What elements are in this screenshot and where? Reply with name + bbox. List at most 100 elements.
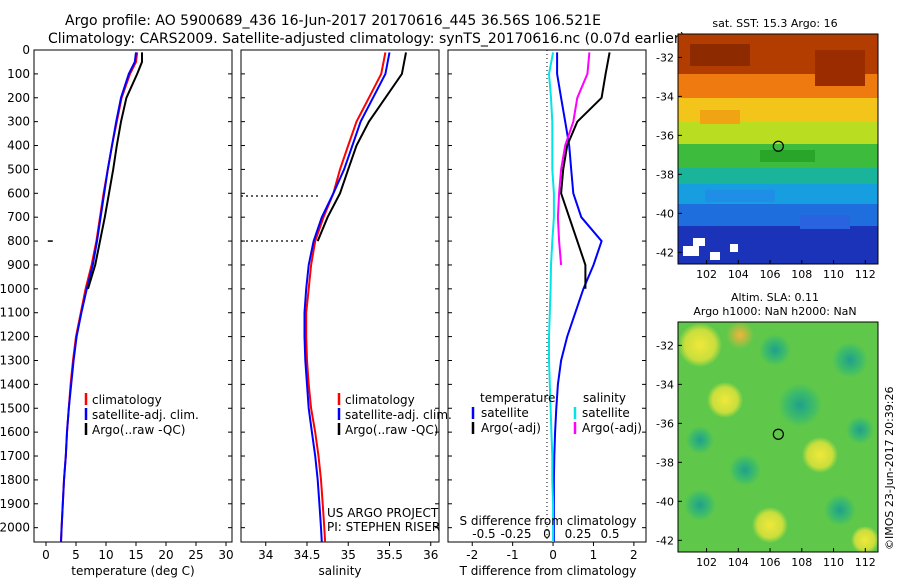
depth-tick-label: 700 [7, 210, 30, 224]
sla-eddy [726, 322, 754, 349]
lon-tick-label: 106 [760, 268, 781, 281]
sla-eddy [684, 489, 716, 521]
sla-map-title-line2: Argo h1000: NaN h2000: NaN [693, 305, 856, 318]
x-tick-label: 0 [42, 548, 50, 562]
lon-tick-label: 102 [696, 268, 717, 281]
x-tick-label: 34.5 [294, 548, 321, 562]
sla-map-axes: 102 104 106 108 110 112 -32 -34 -36 -38 -40 -42 [656, 339, 876, 569]
lon-tick-label: 104 [728, 556, 749, 569]
depth-tick-label: 1000 [0, 282, 30, 296]
figure-title-line2: Climatology: CARS2009. Satellite-adjuste… [48, 31, 685, 47]
sla-heatmap [678, 322, 878, 552]
temperature-legend: climatology satellite-adj. clim. Argo(..… [84, 393, 199, 437]
x-tick-label: 30 [218, 548, 233, 562]
depth-tick-label: 900 [7, 258, 30, 272]
sla-eddy [686, 426, 714, 454]
salinity-profiles [303, 52, 407, 543]
sla-map-frame [677, 321, 879, 553]
depth-tick-label: 1700 [0, 449, 30, 463]
lat-tick-label: -40 [656, 207, 674, 220]
difference-x-axis: -2 -1 0 1 2 [466, 542, 638, 562]
sst-map-frame [677, 33, 879, 265]
lat-tick-label: -42 [656, 246, 674, 259]
difference-y-ticks [448, 49, 646, 529]
series-line [87, 52, 143, 290]
lat-tick-label: -42 [656, 534, 674, 547]
s-tick-label: 0.5 [600, 527, 619, 541]
lat-tick-label: -40 [656, 495, 674, 508]
sla-eddy [832, 342, 868, 378]
s-tick-label: -0.25 [500, 527, 531, 541]
legend-label-sal-argo: Argo(-adj) [582, 421, 642, 435]
legend-label-sal-satellite: satellite [582, 406, 630, 420]
sst-patch [693, 238, 705, 246]
depth-tick-label: 1100 [0, 306, 30, 320]
sst-patch [760, 150, 815, 162]
lat-tick-label: -32 [656, 339, 674, 352]
x-tick-label: 5 [72, 548, 80, 562]
s-tick-label: -0.5 [472, 527, 495, 541]
lon-tick-label: 102 [696, 556, 717, 569]
salinity-legend: climatology satellite-adj. clim. Argo(..… [337, 393, 452, 437]
sst-heatmap [678, 34, 878, 264]
legend-label-temp-satellite: satellite [481, 406, 529, 420]
depth-tick-label: 500 [7, 162, 30, 176]
s-tick-label: 0.25 [565, 527, 592, 541]
sst-map-panel: sat. SST: 15.3 Argo: 16 102 104 106 108 110 1… [656, 17, 879, 281]
project-credit: US ARGO PROJECT [327, 506, 439, 520]
sla-eddy [678, 323, 722, 367]
series-line [560, 52, 611, 289]
series-line [60, 52, 137, 543]
legend-label-argo: Argo(..raw -QC) [92, 423, 185, 437]
depth-tick-label: 1300 [0, 353, 30, 367]
legend-title-temperature: temperature [480, 391, 555, 405]
x-tick-label: 1 [590, 548, 598, 562]
x-tick-label: -2 [466, 548, 478, 562]
depth-tick-label: 1600 [0, 425, 30, 439]
x-tick-label: 20 [158, 548, 173, 562]
sst-patch [705, 190, 775, 202]
lat-tick-label: -38 [656, 168, 674, 181]
legend-label-argo: Argo(..raw -QC) [345, 423, 438, 437]
x-tick-label: 0 [549, 548, 557, 562]
sla-eddy [729, 454, 761, 486]
difference-axes-frame [447, 49, 647, 543]
salinity-qc-flags [241, 195, 318, 242]
temperature-x-axis: 0 5 10 15 20 25 30 [42, 542, 234, 562]
sst-patch [815, 50, 865, 86]
sst-band [678, 168, 878, 184]
series-line [60, 52, 139, 543]
salinity-x-axis: 34 34.5 35 35.5 36 [258, 542, 438, 562]
lat-tick-label: -34 [656, 90, 674, 103]
temperature-axes-frame [33, 49, 233, 543]
x-tick-label: 15 [128, 548, 143, 562]
s-tick-label: 0 [543, 527, 551, 541]
lon-tick-label: 108 [791, 556, 812, 569]
sst-band [678, 122, 878, 144]
sla-map-panel: Altim. SLA: 0.11 Argo h1000: NaN h2000: … [656, 291, 879, 569]
lon-tick-label: 110 [823, 268, 844, 281]
lon-tick-label: 108 [791, 268, 812, 281]
temperature-profiles [47, 52, 143, 543]
depth-tick-label: 1200 [0, 330, 30, 344]
legend-label-satellite: satellite-adj. clim. [92, 408, 199, 422]
legend-label-temp-argo: Argo(-adj) [481, 421, 541, 435]
x-tick-label: 2 [630, 548, 638, 562]
depth-tick-label: 300 [7, 115, 30, 129]
depth-tick-label: 1900 [0, 497, 30, 511]
sla-eddy [778, 383, 822, 427]
argo-float-marker [772, 428, 784, 440]
series-line [547, 52, 555, 542]
x-tick-label: 35 [341, 548, 356, 562]
sst-patch [710, 252, 720, 260]
lat-tick-label: -36 [656, 417, 674, 430]
salinity-axes-frame [240, 49, 440, 543]
sst-map-axes: 102 104 106 108 110 112 -32 -34 -36 -38 -40 -42 [656, 51, 876, 281]
sst-band [678, 226, 878, 264]
pi-credit: PI: STEPHEN RISER [327, 520, 440, 534]
depth-tick-label: 600 [7, 186, 30, 200]
lat-tick-label: -36 [656, 129, 674, 142]
depth-axis: 0 100 200 300 400 500 600 700 800 900 1000 1100 1200… [0, 43, 232, 535]
sla-eddy [707, 382, 743, 418]
series-line [316, 52, 407, 242]
